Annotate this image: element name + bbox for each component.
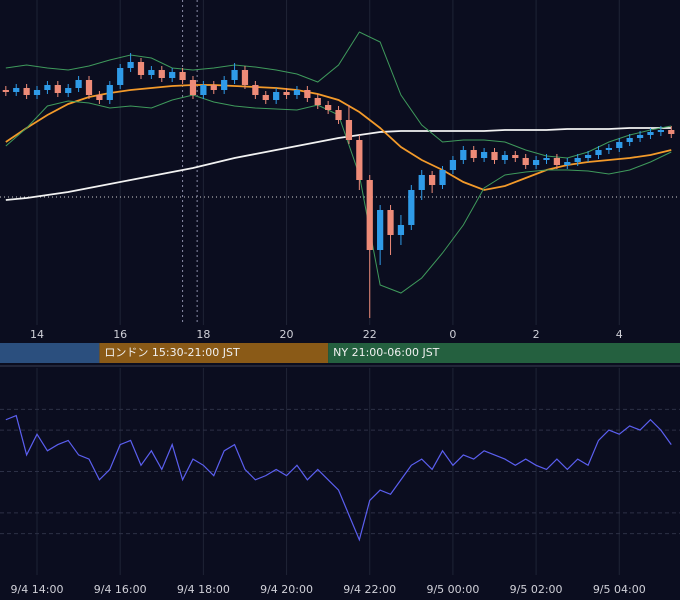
candle-body	[117, 68, 124, 85]
candle-body	[543, 158, 550, 160]
x-tick-label: 18	[196, 328, 210, 341]
candle-body	[553, 158, 561, 165]
candle-body	[262, 95, 269, 100]
x-tick-label: 0	[449, 328, 456, 341]
candle-body	[2, 90, 9, 92]
candle-body	[241, 70, 249, 85]
candle-body	[127, 62, 134, 68]
candle-body	[273, 92, 280, 100]
candle-body	[96, 95, 103, 100]
candle-body	[439, 170, 446, 185]
candle-body	[335, 110, 342, 120]
candle-body	[491, 152, 498, 160]
candle-body	[106, 85, 113, 100]
x-tick-label: 4	[616, 328, 623, 341]
x-tick-label: 9/5 02:00	[510, 583, 563, 596]
session-block	[99, 343, 329, 363]
candle-body	[564, 162, 571, 165]
session-block	[328, 343, 680, 363]
x-tick-label: 9/4 18:00	[177, 583, 230, 596]
candle-body	[356, 140, 363, 180]
candle-body	[605, 148, 612, 150]
candle-body	[470, 150, 477, 158]
indicator-line	[5, 84, 672, 191]
candle-body	[636, 135, 644, 138]
candle-body	[501, 155, 509, 160]
session-label: ロンドン 15:30-21:00 JST	[104, 346, 240, 359]
candle-body	[584, 155, 592, 158]
candle-body	[449, 160, 457, 170]
candle-body	[148, 70, 155, 75]
candle-body	[169, 72, 176, 78]
candle-body	[44, 85, 51, 90]
x-tick-label: 9/5 04:00	[593, 583, 646, 596]
candle-body	[460, 150, 467, 160]
candle-body	[626, 138, 633, 142]
x-tick-label: 9/5 00:00	[426, 583, 479, 596]
candle-body	[23, 88, 30, 95]
x-tick-label: 22	[363, 328, 377, 341]
candle-body	[189, 80, 197, 95]
x-tick-label: 9/4 14:00	[11, 583, 64, 596]
candle-body	[377, 210, 384, 250]
candle-body	[137, 62, 145, 75]
x-tick-label: 20	[280, 328, 294, 341]
candle-body	[397, 225, 405, 235]
x-tick-label: 16	[113, 328, 127, 341]
candle-body	[366, 180, 373, 250]
x-tick-label: 2	[533, 328, 540, 341]
candle-body	[345, 120, 353, 140]
x-tick-label: 9/4 16:00	[94, 583, 147, 596]
candle-body	[158, 70, 165, 78]
session-block	[0, 343, 100, 363]
candle-body	[65, 88, 72, 93]
oscillator-line	[5, 414, 672, 542]
x-tick-label: 9/4 20:00	[260, 583, 313, 596]
x-tick-label: 14	[30, 328, 44, 341]
x-tick-label: 9/4 22:00	[343, 583, 396, 596]
candle-body	[293, 90, 301, 95]
candle-body	[418, 175, 425, 190]
candle-body	[179, 72, 186, 80]
candle-body	[325, 105, 332, 110]
candle-body	[75, 80, 82, 88]
indicator-line	[5, 31, 672, 159]
candle-body	[231, 70, 238, 80]
candle-body	[512, 155, 519, 158]
candle-body	[200, 85, 207, 95]
candle-body	[387, 210, 394, 235]
candle-body	[480, 152, 488, 158]
candle-body	[616, 142, 623, 148]
candle-body	[33, 90, 41, 95]
candle-body	[54, 85, 61, 93]
candle-body	[314, 98, 321, 105]
candle-body	[574, 158, 581, 162]
candle-body	[13, 88, 20, 92]
candle-body	[304, 90, 311, 98]
candle-body	[221, 80, 228, 90]
candle-body	[85, 80, 93, 95]
candle-body	[595, 150, 602, 155]
candle-body	[668, 130, 675, 134]
candle-body	[252, 85, 259, 95]
candle-body	[210, 85, 217, 90]
candle-body	[522, 158, 529, 165]
candle-body	[647, 132, 654, 135]
session-label: NY 21:00-06:00 JST	[333, 346, 440, 359]
candle-body	[429, 175, 436, 185]
candle-body	[283, 92, 290, 95]
candle-body	[408, 190, 415, 225]
indicator-line	[5, 127, 672, 201]
candle-body	[657, 130, 664, 132]
candle-body	[532, 160, 540, 165]
